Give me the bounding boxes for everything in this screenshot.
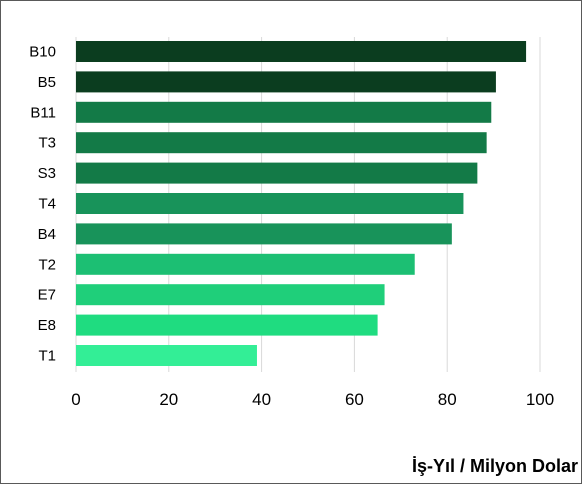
bar-s3: [76, 162, 478, 184]
category-label-t3: T3: [38, 135, 56, 152]
category-label-b5: B5: [38, 74, 56, 91]
category-label-b4: B4: [38, 226, 56, 243]
bar-b10: [76, 41, 527, 62]
category-label-e8: E8: [38, 317, 56, 334]
category-label-t4: T4: [38, 196, 56, 213]
bar-e7: [76, 284, 385, 306]
bar-t1: [76, 345, 257, 366]
x-tick-label: 100: [526, 390, 554, 409]
bar-t3: [76, 132, 487, 154]
bar-b11: [76, 101, 492, 123]
bar-b5: [76, 71, 496, 93]
x-tick-labels: 0 20 40 60 80 100: [71, 390, 554, 409]
bars: [76, 41, 527, 366]
category-label-e7: E7: [38, 287, 56, 304]
category-label-b10: B10: [29, 44, 56, 61]
bar-b4: [76, 223, 452, 245]
x-tick-label: 40: [252, 390, 271, 409]
x-tick-label: 80: [438, 390, 457, 409]
x-tick-label: 0: [71, 390, 80, 409]
category-label-t2: T2: [38, 256, 56, 273]
category-label-t1: T1: [38, 348, 56, 365]
x-tick-label: 60: [345, 390, 364, 409]
bar-t4: [76, 193, 464, 214]
bar-e8: [76, 314, 378, 336]
category-label-s3: S3: [38, 165, 56, 182]
bar-t2: [76, 253, 415, 275]
category-labels: B10 B5 B11 T3 S3 T4 B4 T2 E7 E8 T1: [29, 44, 56, 365]
x-axis-title: İş-Yıl / Milyon Dolar: [412, 456, 578, 476]
x-tick-label: 20: [159, 390, 178, 409]
category-label-b11: B11: [30, 104, 56, 121]
